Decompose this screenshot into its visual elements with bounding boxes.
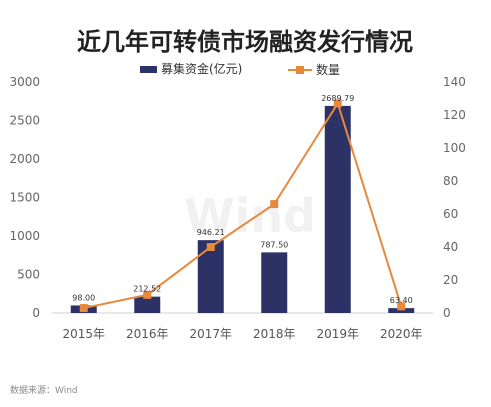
y-left-tick-label: 1000 (9, 229, 40, 243)
y-left-tick-label: 2000 (9, 152, 40, 166)
bar (261, 252, 288, 313)
bar-data-label: 946.21 (197, 228, 225, 237)
source-note: 数据来源：Wind (10, 384, 78, 396)
y-right-tick-label: 120 (443, 108, 466, 122)
legend-line-marker (296, 66, 304, 74)
line-point (270, 200, 279, 209)
bar-data-label: 63.40 (390, 296, 413, 305)
line-point (206, 243, 215, 251)
bar (134, 296, 161, 313)
bar (197, 240, 224, 313)
y-right-tick-label: 80 (443, 174, 458, 188)
x-tick-label: 2016年 (126, 327, 169, 341)
legend-bar-swatch (140, 66, 157, 73)
data-labels: 98.00 212.52 946.21 787.50 2689.79 63.40 (72, 94, 412, 305)
bar (324, 105, 351, 313)
x-tick-label: 2019年 (316, 327, 359, 341)
y-right-tick-label: 140 (443, 75, 466, 89)
y-right-tick-label: 20 (443, 273, 458, 287)
y-right-tick-label: 60 (443, 207, 458, 221)
bar-data-label: 787.50 (260, 240, 288, 249)
x-axis-ticks: 2015年 2016年 2017年 2018年 2019年 2020年 (62, 327, 422, 341)
watermark: Wind (184, 189, 316, 243)
count-line (83, 101, 403, 310)
x-tick-label: 2015年 (62, 327, 105, 341)
bar (388, 308, 415, 313)
legend-label-line: 数量 (316, 62, 340, 77)
line-series (79, 99, 406, 313)
y-right-tick-label: 100 (443, 141, 466, 155)
y-right-tick-label: 40 (443, 240, 458, 254)
x-tick-label: 2020年 (380, 327, 423, 341)
y-left-tick-label: 2500 (9, 114, 40, 128)
y-left-tick-label: 1500 (9, 191, 40, 205)
x-tick-label: 2018年 (253, 327, 296, 341)
chart-title: 近几年可转债市场融资发行情况 (77, 28, 413, 56)
bar-data-label: 212.52 (133, 285, 161, 294)
line-point (79, 304, 88, 313)
line-point (397, 302, 406, 311)
line-point (143, 290, 152, 299)
bar-data-label: 98.00 (72, 293, 95, 302)
legend-label-bar: 募集资金(亿元) (161, 61, 242, 76)
y-left-tick-label: 0 (32, 306, 40, 320)
bar-data-label: 2689.79 (321, 94, 354, 103)
y-right-tick-label: 0 (443, 306, 451, 320)
line-point (333, 99, 342, 108)
left-axis: 0 500 1000 1500 2000 2500 3000 (9, 75, 40, 320)
right-axis: 0 20 40 60 80 100 120 140 (443, 75, 466, 320)
y-left-tick-label: 500 (17, 268, 40, 282)
legend: 募集资金(亿元) 数量 (140, 61, 340, 77)
y-left-tick-label: 3000 (9, 75, 40, 89)
x-tick-label: 2017年 (189, 327, 232, 341)
